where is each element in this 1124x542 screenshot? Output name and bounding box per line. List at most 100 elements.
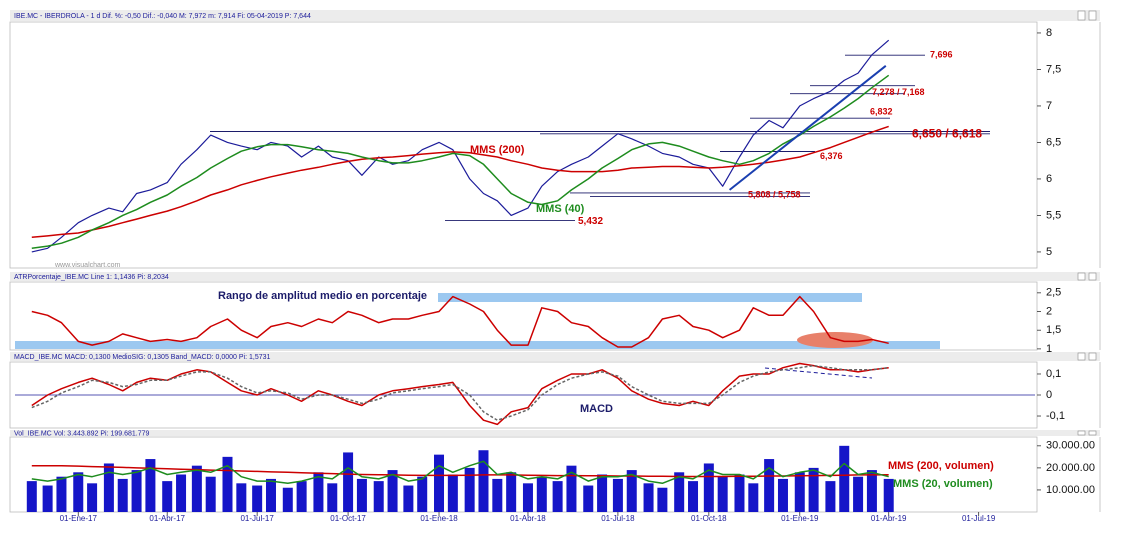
volume-bar [417, 476, 428, 512]
y-tick-label: 7 [1046, 100, 1052, 112]
series-label: MMS (40) [536, 203, 585, 215]
volume-bar [597, 474, 608, 512]
volume-bar [282, 487, 293, 512]
annotation: MACD [580, 403, 613, 415]
x-tick-label: 01-Abr-19 [871, 514, 907, 523]
volume-bar [403, 485, 414, 512]
volume-bar [252, 485, 263, 512]
header-icon [1088, 430, 1097, 436]
header-icon [1077, 272, 1086, 281]
volume-bar [313, 472, 324, 512]
x-tick-label: 01-Oct-18 [691, 514, 727, 523]
volume-bar [674, 472, 685, 512]
x-tick-label: 01-Oct-17 [330, 514, 366, 523]
volume-bar [492, 478, 503, 512]
annotation: Rango de amplitud medio en porcentaje [218, 290, 427, 302]
volume-bar [26, 481, 37, 512]
series-line [31, 74, 890, 250]
panel-header [10, 272, 1100, 281]
series-label: MMS (200, volumen) [888, 460, 994, 472]
volume-bar [626, 470, 637, 512]
volume-bar [657, 487, 668, 512]
x-tick-label: 01-Ene-19 [781, 514, 819, 523]
y-tick-label: 30.000.00 [1046, 440, 1095, 452]
volume-bar [434, 454, 445, 512]
volume-bar [447, 474, 458, 512]
volume-bar [522, 483, 533, 512]
level-label: 6,832 [870, 107, 893, 117]
volume-bar [883, 478, 894, 512]
level-label: 5,808 / 5,758 [748, 189, 801, 199]
volume-bar [552, 481, 563, 512]
level-label: 7,696 [930, 50, 953, 60]
x-tick-label: 01-Ene-17 [60, 514, 98, 523]
y-tick-label: 2 [1046, 305, 1052, 317]
volume-bar [162, 481, 173, 512]
volume-bar [777, 478, 788, 512]
volume-bar [839, 445, 850, 512]
y-tick-label: 7,5 [1046, 63, 1061, 75]
header-icon [1088, 272, 1097, 281]
volume-bar [583, 485, 594, 512]
volume-bar [464, 467, 475, 512]
y-tick-label: 0,1 [1046, 368, 1061, 380]
y-tick-label: 1,5 [1046, 324, 1061, 336]
header-icon [1077, 352, 1086, 361]
series-label: MMS (20, volumen) [893, 478, 993, 490]
volume-bar [56, 476, 67, 512]
volume-bar [176, 474, 187, 512]
volume-bar [236, 483, 247, 512]
x-tick-label: 01-Abr-17 [149, 514, 185, 523]
volume-bar [343, 452, 354, 512]
panel-header [10, 10, 1100, 21]
y-tick-label: 6,5 [1046, 136, 1061, 148]
volume-bar [748, 483, 759, 512]
level-label: 5,432 [578, 216, 603, 227]
header-icon [1077, 10, 1086, 21]
series-line [31, 460, 889, 485]
volume-bar [612, 478, 623, 512]
volume-bar [205, 476, 216, 512]
x-tick-label: 01-Jul-18 [601, 514, 635, 523]
volume-bar [373, 481, 384, 512]
volume-bar [478, 450, 489, 512]
volume-bar [853, 476, 864, 512]
volume-bar [327, 483, 338, 512]
volume-bar [87, 483, 98, 512]
x-tick-label: 01-Abr-18 [510, 514, 546, 523]
panel-header [10, 430, 1100, 436]
volume-bar [73, 472, 84, 512]
y-tick-label: 5,5 [1046, 209, 1061, 221]
x-tick-label: 01-Jul-17 [240, 514, 274, 523]
volume-bar [222, 456, 233, 512]
panel-header [10, 352, 1100, 361]
panel-title: MACD_IBE.MC MACD: 0,1300 MedioSIG: 0,130… [14, 354, 271, 361]
y-tick-label: 6 [1046, 173, 1052, 185]
volume-bar [103, 463, 114, 512]
level-label: 6,650 / 6,618 [912, 127, 982, 141]
y-tick-label: 8 [1046, 27, 1052, 39]
y-tick-label: 1 [1046, 343, 1052, 355]
volume-bar [764, 459, 775, 512]
x-tick-label: 01-Ene-18 [420, 514, 458, 523]
volume-bar [356, 478, 367, 512]
series-line [31, 364, 889, 421]
volume-bar [145, 459, 156, 512]
y-tick-label: -0,1 [1046, 410, 1065, 422]
volume-bar [734, 474, 745, 512]
volume-bar [265, 478, 276, 512]
divergence-line [764, 367, 873, 379]
series-line [31, 295, 889, 348]
highlight-ellipse [797, 332, 873, 348]
volume-bar [688, 481, 699, 512]
highlight-band [15, 341, 940, 349]
level-label: 7,278 / 7,168 [872, 87, 925, 97]
panel-title: IBE.MC - IBERDROLA - 1 d Dif. %: -0,50 D… [14, 13, 311, 20]
header-icon [1088, 352, 1097, 361]
volume-bar [117, 478, 128, 512]
volume-bar [866, 470, 877, 512]
trend-line [728, 65, 887, 191]
volume-bar [387, 470, 398, 512]
